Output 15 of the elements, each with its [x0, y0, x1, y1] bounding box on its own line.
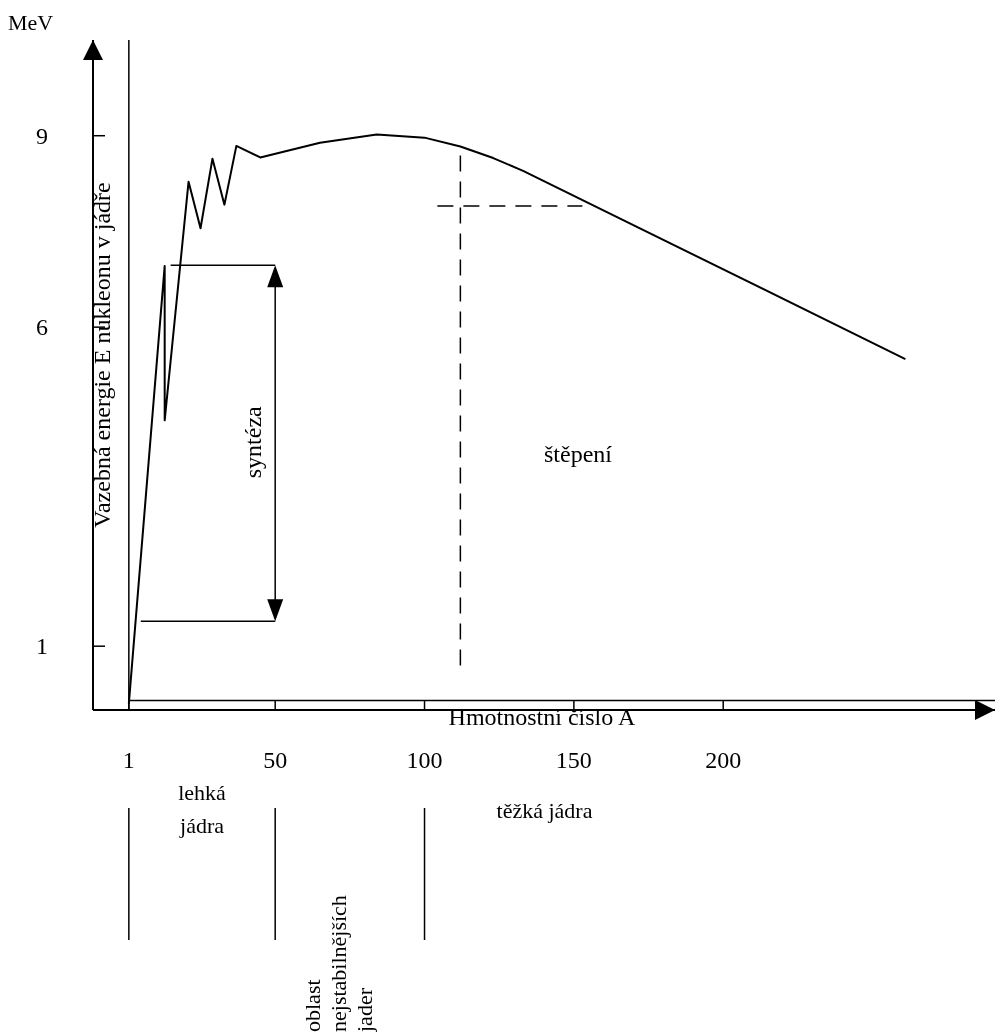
y-tick-label: 6 [36, 314, 48, 341]
annotation: syntéza [240, 405, 267, 479]
x-tick-label: 200 [705, 747, 742, 773]
x-tick-label: 150 [555, 747, 592, 773]
y-tick-label: 1 [36, 633, 48, 660]
text: těžká jádra [496, 798, 593, 823]
text: oblast nejstabilnějších jader [299, 895, 377, 1032]
x-tick-label: 50 [263, 747, 288, 773]
text: lehká jádra [178, 780, 227, 838]
annotation: štěpení [544, 441, 613, 467]
x-tick-label: 1 [122, 747, 135, 773]
y-axis-title: Vazebná energie E nukleonu v jádře [89, 182, 115, 528]
text: MeV [8, 10, 54, 35]
x-tick-label: 100 [406, 747, 443, 773]
y-tick-label: 9 [36, 122, 48, 149]
